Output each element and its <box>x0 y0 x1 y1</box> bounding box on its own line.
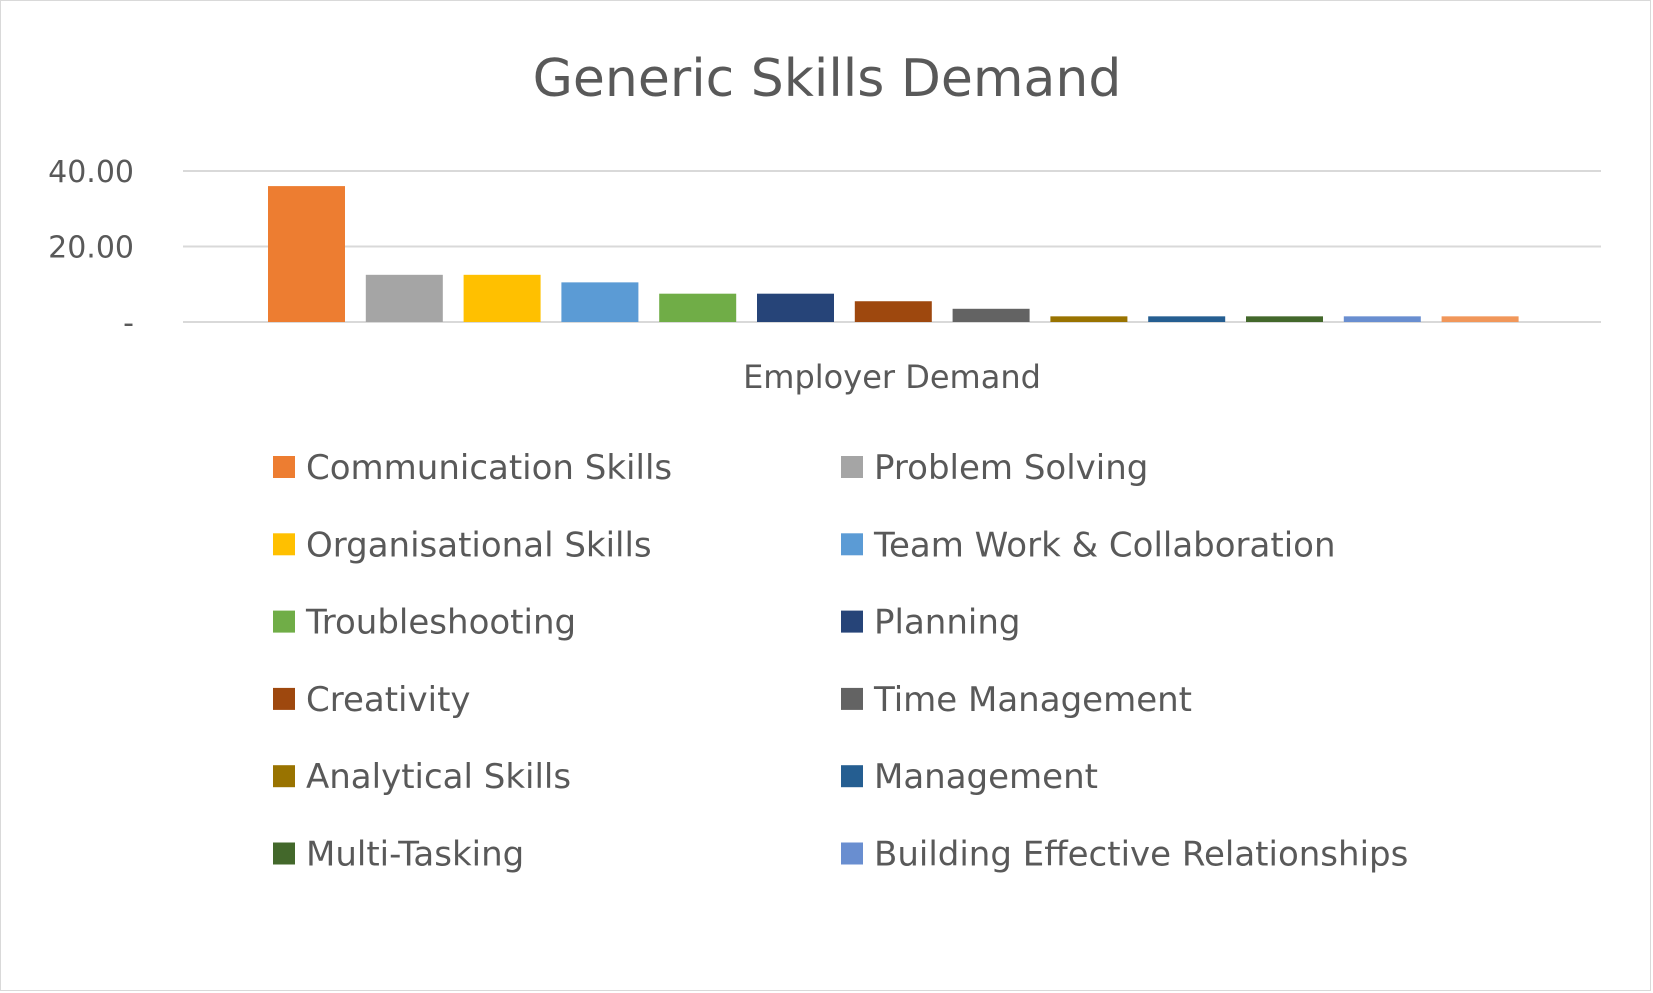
x-axis-label: Employer Demand <box>743 358 1041 396</box>
legend-item: Team Work & Collaboration <box>841 525 1336 565</box>
legend-label: Analytical Skills <box>306 757 571 797</box>
legend-swatch <box>841 610 863 633</box>
chart-title: Generic Skills Demand <box>533 49 1122 109</box>
legend-label: Problem Solving <box>874 448 1148 488</box>
bar <box>952 308 1030 322</box>
bar <box>757 293 834 322</box>
bar <box>659 293 737 322</box>
legend-swatch <box>841 842 863 865</box>
bar <box>463 274 541 322</box>
bar <box>1441 316 1519 322</box>
legend-swatch <box>273 765 295 788</box>
legend-item: Communication Skills <box>273 448 672 488</box>
bars <box>268 186 1519 322</box>
legend-label: Management <box>874 757 1098 797</box>
legend-item: Management <box>841 757 1098 797</box>
legend-swatch <box>273 610 295 633</box>
legend-item: Problem Solving <box>841 448 1148 488</box>
legend-item: Creativity <box>273 680 471 720</box>
legend-label: Organisational Skills <box>306 525 652 565</box>
bar <box>1246 316 1323 322</box>
legend-label: Planning <box>874 603 1020 643</box>
legend-swatch <box>273 687 295 710</box>
legend-swatch <box>841 533 863 556</box>
legend-item: Troubleshooting <box>273 603 576 643</box>
bar <box>1148 316 1226 322</box>
legend-swatch <box>273 842 295 865</box>
legend-item: Building Effective Relationships <box>841 835 1408 875</box>
bar <box>1050 316 1128 322</box>
legend-label: Multi-Tasking <box>306 835 524 875</box>
y-tick-label: 40.00 <box>48 155 134 190</box>
bar <box>854 301 932 322</box>
legend-item: Time Management <box>841 680 1192 720</box>
legend-swatch <box>841 456 863 478</box>
legend-swatch <box>841 765 863 788</box>
legend-label: Troubleshooting <box>305 603 576 643</box>
legend-swatch <box>841 687 863 710</box>
y-tick-label: - <box>123 306 134 341</box>
y-tick-label: 20.00 <box>48 231 134 266</box>
bar <box>1343 316 1421 322</box>
legend-label: Creativity <box>306 680 471 720</box>
legend-item: Planning <box>841 603 1020 643</box>
bar <box>268 186 345 322</box>
legend-item: Organisational Skills <box>273 525 652 565</box>
legend-label: Team Work & Collaboration <box>873 525 1336 565</box>
legend-item: Multi-Tasking <box>273 835 524 875</box>
bar <box>365 274 443 322</box>
legend-item: Analytical Skills <box>273 757 571 797</box>
y-axis-ticks: - 20.00 40.00 <box>48 155 134 341</box>
legend-label: Time Management <box>873 680 1192 720</box>
legend-swatch <box>273 456 295 478</box>
legend-label: Communication Skills <box>306 448 672 488</box>
legend: Communication Skills Problem Solving Organ… <box>273 448 1408 875</box>
bar <box>561 282 639 322</box>
legend-label: Building Effective Relationships <box>874 835 1408 875</box>
legend-swatch <box>273 533 295 556</box>
